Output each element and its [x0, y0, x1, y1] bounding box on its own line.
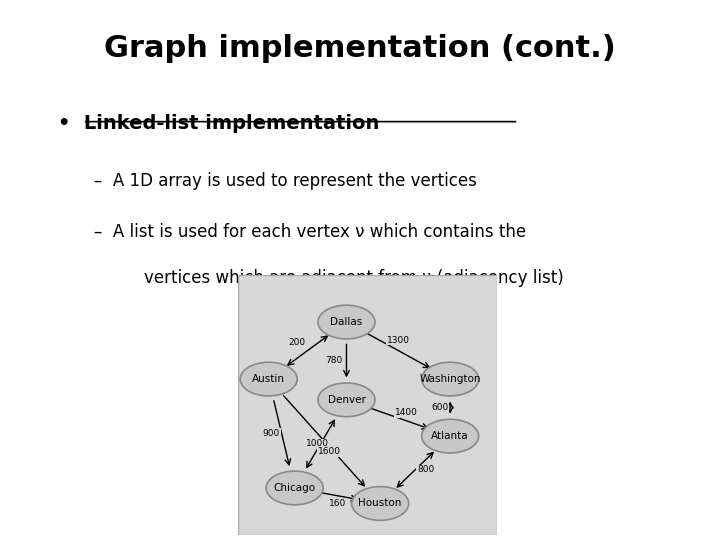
Text: 600: 600 [431, 403, 449, 412]
Ellipse shape [422, 419, 479, 453]
Text: •  Linked-list implementation: • Linked-list implementation [58, 114, 379, 133]
Text: Chicago: Chicago [274, 483, 315, 493]
Text: Dallas: Dallas [330, 317, 363, 327]
Text: 200: 200 [289, 338, 306, 347]
Text: Washington: Washington [419, 374, 481, 384]
Ellipse shape [240, 362, 297, 396]
Text: Atlanta: Atlanta [431, 431, 469, 441]
Text: –  A 1D array is used to represent the vertices: – A 1D array is used to represent the ve… [94, 172, 477, 190]
Text: 780: 780 [325, 356, 342, 366]
Text: 160: 160 [329, 499, 346, 508]
Ellipse shape [351, 487, 409, 521]
Text: 1300: 1300 [387, 336, 410, 345]
Text: 1400: 1400 [395, 408, 418, 417]
Ellipse shape [318, 305, 375, 339]
Ellipse shape [266, 471, 323, 505]
Text: 1600: 1600 [318, 447, 341, 456]
Text: Austin: Austin [252, 374, 285, 384]
Ellipse shape [422, 362, 479, 396]
Text: 1000: 1000 [307, 440, 330, 448]
Text: Houston: Houston [359, 498, 402, 509]
Text: vertices which are adjacent from ν (adjacency list): vertices which are adjacent from ν (adja… [144, 269, 564, 287]
Text: Graph implementation (cont.): Graph implementation (cont.) [104, 35, 616, 63]
Text: Denver: Denver [328, 395, 366, 405]
Text: 800: 800 [417, 465, 434, 474]
FancyBboxPatch shape [238, 275, 497, 535]
Text: –  A list is used for each vertex ν which contains the: – A list is used for each vertex ν which… [94, 223, 526, 241]
Ellipse shape [318, 383, 375, 417]
Text: 900: 900 [263, 429, 280, 438]
